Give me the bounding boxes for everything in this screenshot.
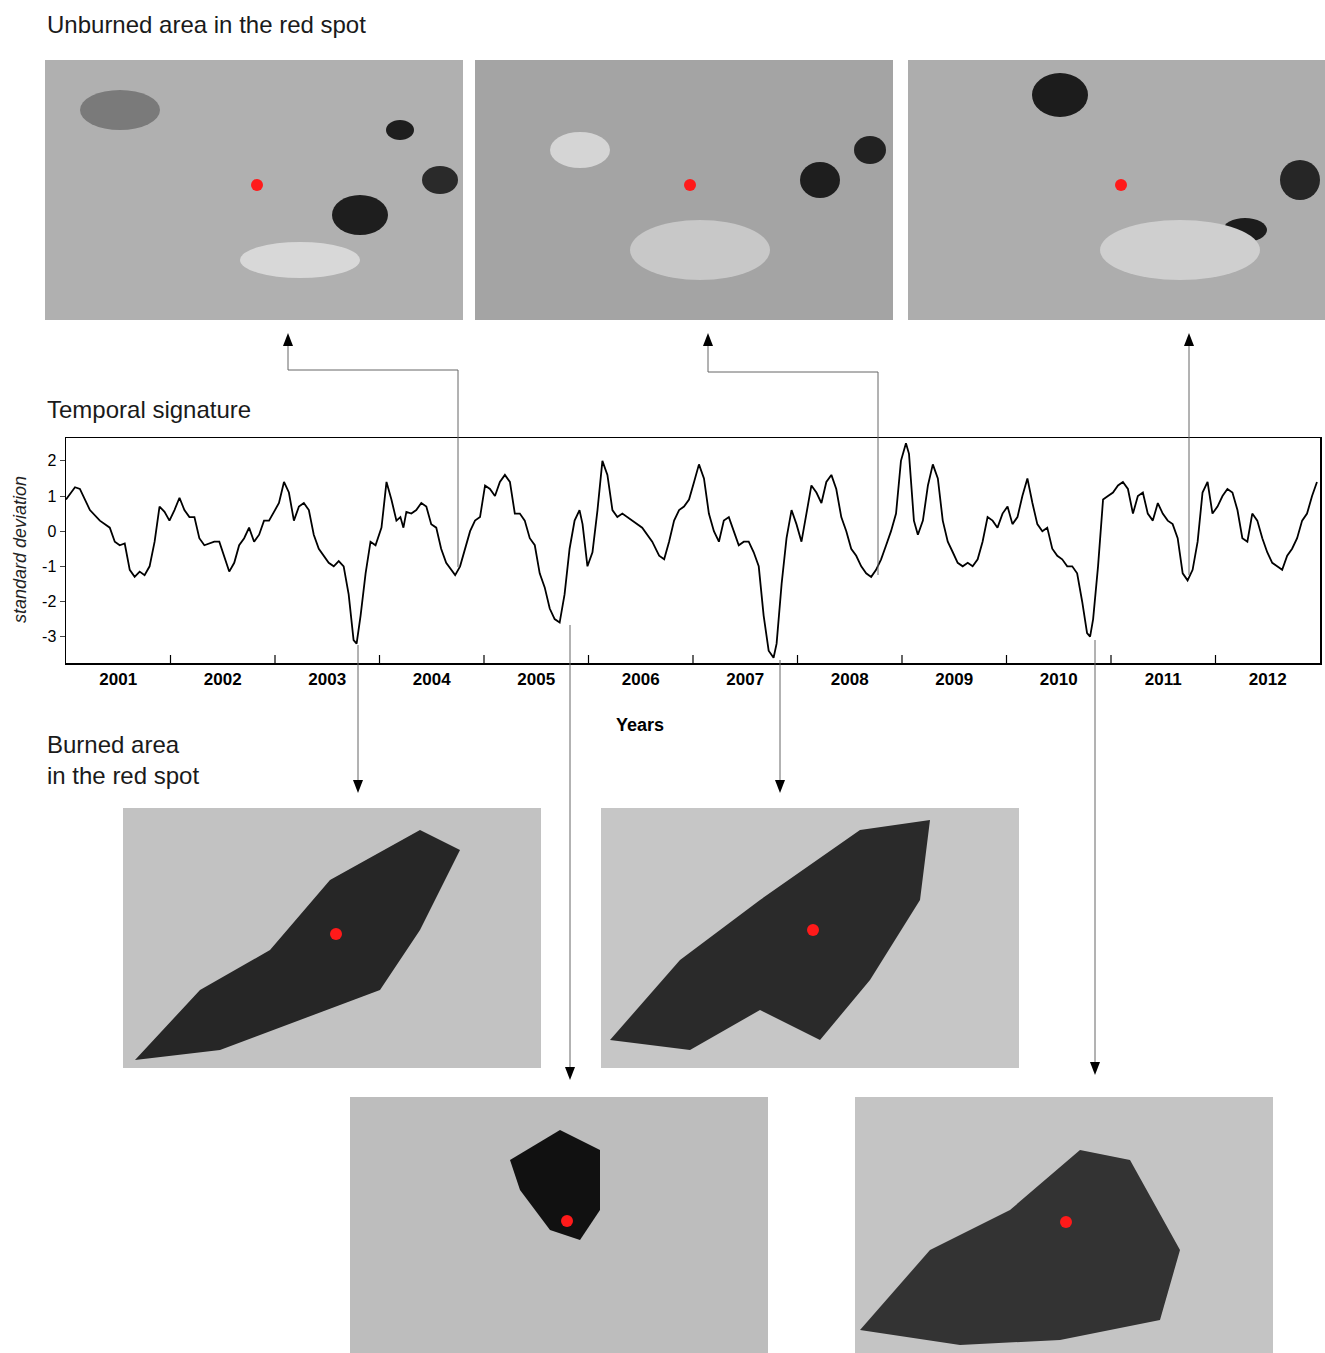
svg-text:Temporal signature: Temporal signature [47, 396, 251, 423]
svg-text:2004: 2004 [413, 670, 451, 689]
svg-text:1: 1 [47, 488, 56, 505]
svg-text:2009: 2009 [935, 670, 973, 689]
svg-text:Unburned area in the red spot: Unburned area in the red spot [47, 11, 366, 38]
svg-text:Years: Years [616, 715, 664, 735]
svg-text:-2: -2 [42, 593, 56, 610]
svg-text:2012: 2012 [1249, 670, 1287, 689]
svg-text:2010: 2010 [1040, 670, 1078, 689]
svg-text:2002: 2002 [204, 670, 242, 689]
svg-text:-1: -1 [42, 558, 56, 575]
svg-text:-3: -3 [42, 628, 56, 645]
svg-text:2001: 2001 [99, 670, 137, 689]
svg-text:0: 0 [47, 523, 56, 540]
svg-text:Burned areain the red spot: Burned areain the red spot [47, 731, 199, 789]
svg-text:2006: 2006 [622, 670, 660, 689]
svg-text:2003: 2003 [308, 670, 346, 689]
svg-text:2: 2 [47, 452, 56, 469]
svg-text:2007: 2007 [726, 670, 764, 689]
svg-text:standard deviation: standard deviation [10, 476, 30, 623]
svg-text:2008: 2008 [831, 670, 869, 689]
svg-text:2005: 2005 [517, 670, 555, 689]
svg-text:2011: 2011 [1145, 670, 1182, 689]
